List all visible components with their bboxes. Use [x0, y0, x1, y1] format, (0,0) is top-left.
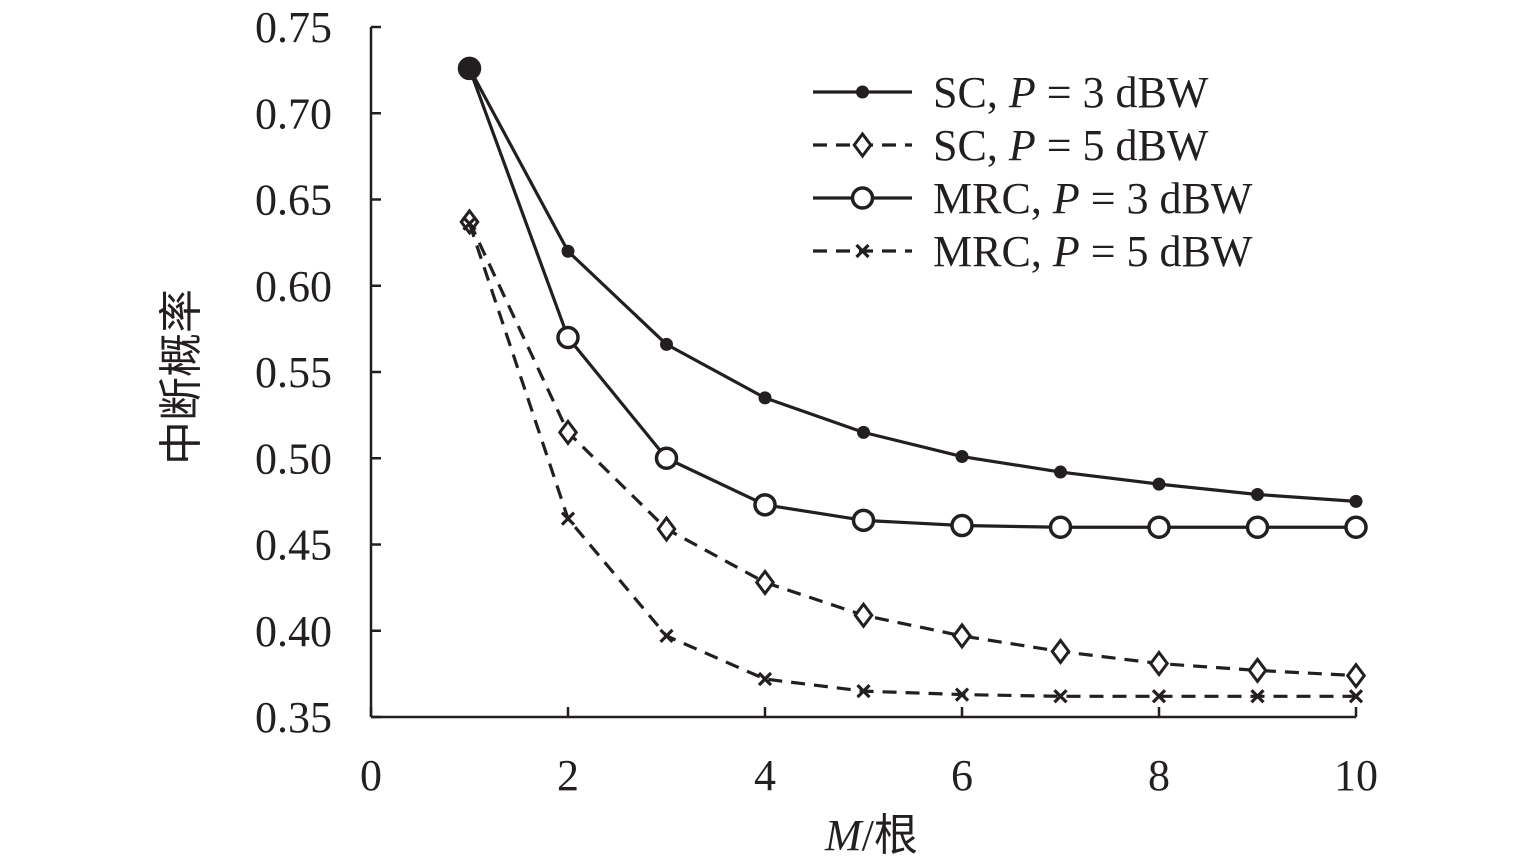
data-point: [857, 425, 870, 439]
data-point: [1250, 689, 1265, 704]
data-point: [757, 671, 773, 687]
series-line: [468, 67, 1357, 503]
data-point: [950, 513, 974, 538]
data-point: [660, 337, 673, 351]
y-axis-ticks: 0.35 0.40 0.45 0.50 0.55 0.60 0.65 0.70 0.75: [255, 3, 381, 742]
data-point: [851, 508, 876, 533]
legend-label-suffix: = 3 dBW: [1080, 174, 1253, 223]
legend-marker: [856, 85, 869, 99]
data-point: [1345, 662, 1367, 690]
legend-item-1: SC, P = 3 dBW: [813, 68, 1209, 117]
data-point: [659, 628, 674, 644]
data-point: [561, 244, 575, 258]
data-point: [1344, 515, 1368, 539]
data-point: [1152, 477, 1166, 491]
legend-label-variable: P: [1008, 68, 1036, 117]
y-tick-label: 0.50: [255, 434, 332, 483]
data-point: [1247, 656, 1268, 684]
series-layer: [457, 56, 1368, 704]
legend-label-variable: P: [1008, 121, 1036, 170]
data-point: [856, 683, 871, 699]
y-tick-label: 0.75: [255, 3, 332, 52]
x-axis-title-unit: /根: [862, 811, 918, 860]
legend-label-prefix: SC,: [933, 68, 1009, 117]
legend-label-suffix: = 3 dBW: [1036, 68, 1209, 117]
legend-label-prefix: SC,: [933, 121, 1009, 170]
data-point: [1348, 689, 1364, 704]
data-point: [560, 511, 576, 526]
legend-marker: [852, 131, 873, 159]
series-line: [467, 67, 1356, 529]
data-point: [754, 568, 776, 596]
legend-item-2: SC, P = 5 dBW: [813, 121, 1209, 170]
y-tick-label: 0.70: [255, 89, 332, 138]
legend-label-variable: P: [1052, 174, 1080, 223]
legend-label: SC, P = 5 dBW: [933, 121, 1209, 170]
x-tick-label: 8: [1148, 751, 1170, 800]
data-point: [1054, 465, 1067, 479]
x-tick-label: 6: [951, 751, 973, 800]
data-point: [758, 391, 772, 405]
y-tick-label: 0.55: [255, 348, 332, 397]
legend-label-prefix: MRC,: [933, 174, 1053, 223]
series-1: [463, 61, 1363, 508]
legend-item-3: MRC, P = 3 dBW: [813, 174, 1253, 223]
data-point: [462, 216, 477, 231]
y-tick-label: 0.45: [255, 521, 332, 570]
legend-label-suffix: = 5 dBW: [1080, 227, 1253, 276]
y-tick-label: 0.40: [255, 607, 332, 656]
data-point: [1147, 515, 1171, 539]
legend-marker: [855, 243, 870, 259]
y-axis-title: 中断概率: [157, 289, 206, 465]
series-line: [468, 221, 1357, 678]
y-tick-label: 0.35: [255, 693, 332, 742]
x-axis-ticks: 0 2 4 6 8 10: [360, 707, 1378, 800]
data-point: [458, 57, 481, 80]
data-point: [1050, 637, 1071, 665]
x-tick-label: 2: [557, 751, 579, 800]
x-axis-title-variable: M: [824, 811, 864, 860]
data-point: [557, 418, 579, 446]
data-point: [753, 493, 777, 517]
data-point: [1349, 494, 1363, 508]
data-point: [954, 687, 970, 702]
data-point: [853, 601, 874, 629]
data-point: [951, 622, 973, 650]
series-4: [462, 216, 1364, 704]
data-point: [1148, 650, 1170, 678]
data-point: [1053, 689, 1068, 704]
data-point: [955, 450, 969, 464]
legend-label: SC, P = 3 dBW: [933, 68, 1209, 117]
legend-label-variable: P: [1052, 227, 1080, 276]
legend-label-suffix: = 5 dBW: [1036, 121, 1209, 170]
x-tick-label: 4: [754, 751, 776, 800]
data-point: [1245, 515, 1270, 539]
x-axis-title: M/根: [824, 811, 918, 860]
legend-item-4: MRC, P = 5 dBW: [813, 227, 1253, 276]
data-point: [1048, 515, 1073, 539]
data-point: [654, 446, 679, 470]
data-point: [1151, 689, 1167, 704]
legend-label-prefix: MRC,: [933, 227, 1053, 276]
x-tick-label: 0: [360, 751, 382, 800]
y-tick-label: 0.60: [255, 262, 332, 311]
legend-label: MRC, P = 5 dBW: [933, 227, 1253, 276]
data-point: [656, 515, 677, 543]
data-point: [556, 325, 580, 350]
y-tick-label: 0.65: [255, 176, 332, 225]
series-line: [467, 223, 1356, 698]
series-3: [457, 56, 1368, 539]
legend-label: MRC, P = 3 dBW: [933, 174, 1253, 223]
x-tick-label: 10: [1334, 751, 1378, 800]
legend-marker: [850, 186, 875, 210]
series-2: [459, 208, 1367, 690]
data-point: [1251, 487, 1264, 501]
